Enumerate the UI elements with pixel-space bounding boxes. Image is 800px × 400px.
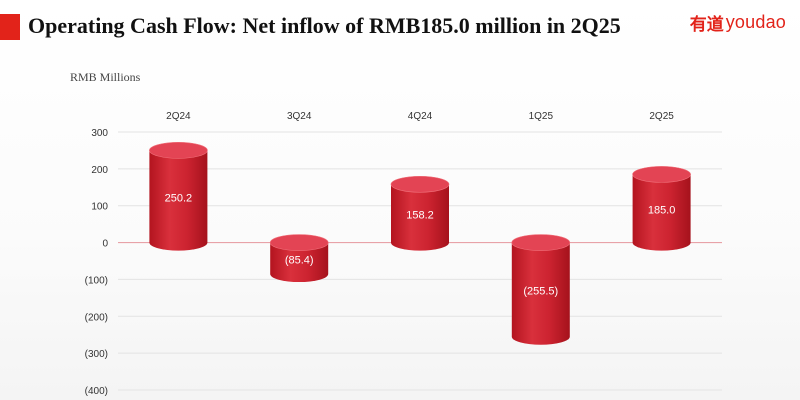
y-tick-label: (100) [85,275,108,286]
category-label-4q24: 4Q24 [408,111,433,122]
title-accent-bar [0,14,20,40]
y-tick-label: (300) [85,349,108,360]
y-tick-label: 300 [91,128,108,139]
bar-value-label: (85.4) [285,254,314,266]
bar-3q24 [269,234,329,283]
bar-body [149,150,208,251]
bar-2q24 [149,142,208,251]
y-tick-label: (200) [85,312,108,323]
bar-value-label: 158.2 [406,209,434,221]
bar-body [391,184,449,251]
bar-body [270,242,329,283]
bar-value-label: 250.2 [165,192,193,204]
bar-value-label: (255.5) [523,286,558,298]
bar-cap [511,234,571,251]
youdao-logo: 有道 youdao [690,10,786,35]
logo-chinese-text: 有道 [689,15,724,35]
y-axis-unit-label: RMB Millions [70,70,141,84]
category-label-3q24: 3Q24 [287,111,312,122]
bar-1q25 [511,234,571,345]
category-label-2q25: 2Q25 [649,111,674,122]
category-label-2q24: 2Q24 [166,111,191,122]
bar-body [632,174,691,251]
bar-value-label: 185.0 [648,204,676,216]
bar-cap [390,175,450,193]
bar-body [511,242,570,345]
y-tick-label: (400) [85,386,108,397]
y-tick-label: 200 [91,165,108,176]
page-title: Operating Cash Flow: Net inflow of RMB18… [28,13,621,38]
bar-cap [149,142,208,159]
bar-4q24 [390,175,450,251]
y-tick-label: 0 [102,239,108,250]
logo-english-text: youdao [725,12,786,32]
bar-cap [269,234,329,251]
bar-cap [632,166,691,183]
bar-2q25 [632,166,691,251]
category-label-1q25: 1Q25 [529,111,554,122]
y-tick-label: 100 [91,202,108,213]
